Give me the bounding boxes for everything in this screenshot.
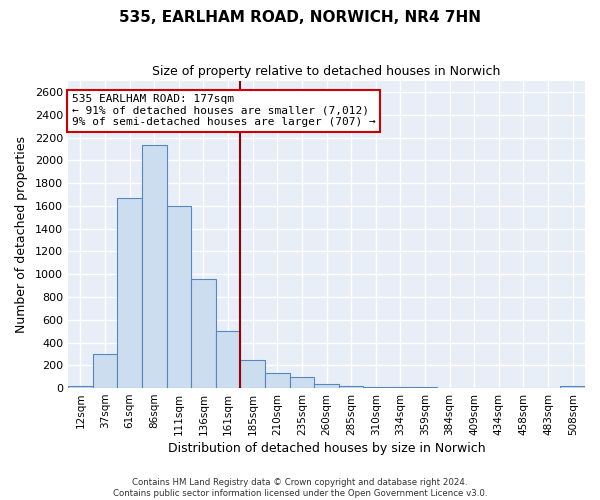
Bar bbox=[265, 374, 290, 388]
Text: Contains HM Land Registry data © Crown copyright and database right 2024.
Contai: Contains HM Land Registry data © Crown c… bbox=[113, 478, 487, 498]
Bar bbox=[339, 386, 364, 388]
X-axis label: Distribution of detached houses by size in Norwich: Distribution of detached houses by size … bbox=[168, 442, 485, 455]
Bar bbox=[191, 278, 216, 388]
Text: 535 EARLHAM ROAD: 177sqm
← 91% of detached houses are smaller (7,012)
9% of semi: 535 EARLHAM ROAD: 177sqm ← 91% of detach… bbox=[72, 94, 376, 128]
Bar bbox=[241, 360, 265, 388]
Y-axis label: Number of detached properties: Number of detached properties bbox=[15, 136, 28, 333]
Bar bbox=[364, 387, 388, 388]
Bar bbox=[117, 198, 142, 388]
Bar bbox=[142, 146, 167, 388]
Text: 535, EARLHAM ROAD, NORWICH, NR4 7HN: 535, EARLHAM ROAD, NORWICH, NR4 7HN bbox=[119, 10, 481, 25]
Bar bbox=[560, 386, 585, 388]
Bar bbox=[92, 354, 117, 388]
Bar bbox=[216, 330, 241, 388]
Bar bbox=[314, 384, 339, 388]
Bar bbox=[68, 386, 92, 388]
Title: Size of property relative to detached houses in Norwich: Size of property relative to detached ho… bbox=[152, 65, 501, 78]
Bar bbox=[290, 376, 314, 388]
Bar bbox=[388, 387, 413, 388]
Bar bbox=[167, 206, 191, 388]
